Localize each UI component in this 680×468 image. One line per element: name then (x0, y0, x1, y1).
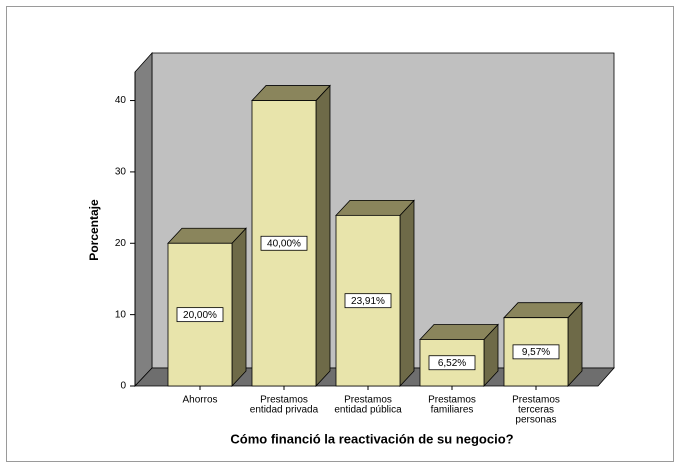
value-label: 9,57% (522, 347, 550, 358)
x-tick-label: Ahorros (182, 395, 217, 406)
x-tick-label: Prestamos (260, 395, 308, 406)
bar-top (335, 199, 415, 216)
y-tick-label: 20 (115, 238, 127, 249)
bar-top (419, 324, 499, 340)
value-label-box (512, 344, 560, 360)
value-label-box (260, 235, 308, 251)
value-label-box (176, 307, 224, 323)
side-wall (134, 51, 153, 388)
bar-side (315, 84, 331, 388)
y-tick-label: 0 (120, 381, 126, 392)
y-tick-label: 10 (115, 309, 127, 320)
bar-top (251, 85, 331, 101)
x-tick-label: entidad privada (250, 405, 319, 416)
value-label: 20,00% (183, 310, 217, 321)
value-label-box (344, 293, 392, 309)
bar-top (503, 302, 583, 319)
value-label: 6,52% (438, 358, 466, 369)
x-axis-title: Cómo financió la reactivación de su nego… (230, 431, 513, 446)
bar-side (231, 227, 247, 388)
bar-top (167, 227, 247, 244)
x-tick-label: Prestamos (512, 395, 560, 406)
x-tick-label: personas (515, 415, 556, 426)
value-label-box (428, 355, 476, 371)
x-tick-label: Prestamos (344, 395, 392, 406)
x-tick-label: terceras (518, 405, 554, 416)
x-tick-label: familiares (431, 405, 474, 416)
y-tick-label: 40 (115, 95, 127, 106)
x-tick-label: Prestamos (428, 395, 476, 406)
y-axis-title: Porcentaje (87, 199, 101, 261)
x-tick-label: entidad pública (334, 405, 402, 416)
y-tick-label: 30 (115, 167, 127, 178)
value-label: 40,00% (267, 238, 301, 249)
bar-side (399, 199, 415, 388)
value-label: 23,91% (351, 296, 385, 307)
